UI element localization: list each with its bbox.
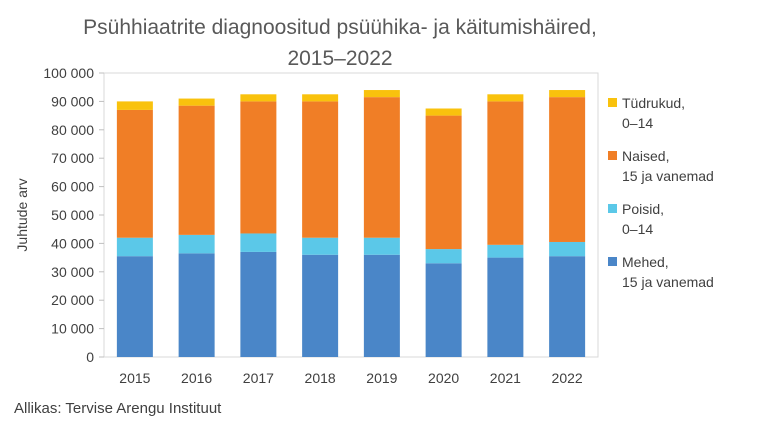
bar-segment-2015-series-1 bbox=[116, 237, 153, 257]
bar-segment-2015-series-3 bbox=[116, 101, 153, 110]
y-tick-label: 60 000 bbox=[51, 179, 94, 195]
y-tick-label: 0 bbox=[86, 349, 94, 365]
bar-segment-2021-series-0 bbox=[487, 257, 524, 357]
y-tick-label: 30 000 bbox=[51, 264, 94, 280]
legend-swatch bbox=[608, 257, 617, 266]
y-tick-label: 10 000 bbox=[51, 321, 94, 337]
y-tick-label: 80 000 bbox=[51, 122, 94, 138]
bar-segment-2017-series-2 bbox=[240, 101, 277, 234]
legend-label: Naised, bbox=[622, 148, 670, 164]
bar-segment-2019-series-2 bbox=[363, 97, 400, 238]
bar-segment-2020-series-2 bbox=[425, 115, 462, 250]
legend-swatch bbox=[608, 204, 617, 213]
bar-segment-2018-series-1 bbox=[302, 237, 339, 255]
bar-segment-2018-series-2 bbox=[302, 101, 339, 238]
bar-segment-2021-series-2 bbox=[487, 101, 524, 245]
x-tick-label: 2021 bbox=[490, 370, 521, 386]
bar-segment-2019-series-0 bbox=[363, 254, 400, 357]
chart-title-line-2: 2015–2022 bbox=[287, 47, 393, 70]
bar-segment-2021-series-1 bbox=[487, 244, 524, 258]
bar-segment-2020-series-3 bbox=[425, 108, 462, 116]
source-note: Allikas: Tervise Arengu Instituut bbox=[14, 400, 222, 417]
legend-label: 0–14 bbox=[622, 221, 654, 237]
bar-segment-2015-series-0 bbox=[116, 256, 153, 357]
bar-segment-2022-series-0 bbox=[549, 256, 586, 357]
y-axis-label: Juhtude arv bbox=[14, 178, 30, 251]
x-tick-label: 2017 bbox=[243, 370, 274, 386]
bar-segment-2017-series-0 bbox=[240, 251, 277, 357]
bar-segment-2016-series-0 bbox=[178, 253, 215, 357]
legend-swatch bbox=[608, 98, 617, 107]
legend-item: Mehed, 15 ja vanemad bbox=[608, 252, 714, 292]
legend-label: 0–14 bbox=[622, 115, 654, 131]
x-tick-label: 2018 bbox=[305, 370, 336, 386]
bar-segment-2020-series-1 bbox=[425, 249, 462, 264]
bar-segment-2018-series-3 bbox=[302, 94, 339, 102]
chart-title-line-1: Psühhiaatrite diagnoositud psüühika- ja … bbox=[83, 16, 597, 39]
x-tick-label: 2019 bbox=[366, 370, 397, 386]
y-tick-label: 50 000 bbox=[51, 207, 94, 223]
plot-area-border bbox=[103, 72, 599, 358]
y-tick-label: 100 000 bbox=[43, 65, 94, 81]
legend-swatch bbox=[608, 151, 617, 160]
bar-segment-2016-series-1 bbox=[178, 234, 215, 254]
legend-item: Naised, 15 ja vanemad bbox=[608, 146, 714, 186]
y-tick-label: 90 000 bbox=[51, 93, 94, 109]
bar-segment-2015-series-2 bbox=[116, 109, 153, 238]
bar-segment-2019-series-3 bbox=[363, 90, 400, 98]
bar-segment-2016-series-2 bbox=[178, 105, 215, 235]
bar-segment-2017-series-1 bbox=[240, 233, 277, 252]
bar-segment-2018-series-0 bbox=[302, 254, 339, 357]
legend-label: 15 ja vanemad bbox=[622, 168, 714, 184]
x-tick-label: 2016 bbox=[181, 370, 212, 386]
bar-segment-2021-series-3 bbox=[487, 94, 524, 102]
legend-label: Poisid, bbox=[622, 201, 665, 217]
legend-label: Tüdrukud, bbox=[622, 95, 686, 111]
x-tick-label: 2022 bbox=[552, 370, 583, 386]
legend-label: 15 ja vanemad bbox=[622, 274, 714, 290]
legend-label: Mehed, bbox=[622, 254, 669, 270]
bar-segment-2016-series-3 bbox=[178, 98, 215, 106]
legend-item: Poisid, 0–14 bbox=[608, 199, 665, 239]
x-tick-label: 2015 bbox=[119, 370, 150, 386]
bar-segment-2020-series-0 bbox=[425, 263, 462, 357]
y-tick-label: 20 000 bbox=[51, 292, 94, 308]
bar-segment-2019-series-1 bbox=[363, 237, 400, 255]
y-tick-label: 40 000 bbox=[51, 235, 94, 251]
x-tick-label: 2020 bbox=[428, 370, 459, 386]
bar-segment-2022-series-3 bbox=[549, 90, 586, 98]
bar-segment-2022-series-2 bbox=[549, 97, 586, 242]
legend-item: Tüdrukud, 0–14 bbox=[608, 93, 686, 133]
bar-segment-2022-series-1 bbox=[549, 241, 586, 257]
y-tick-label: 70 000 bbox=[51, 150, 94, 166]
bar-segment-2017-series-3 bbox=[240, 94, 277, 102]
